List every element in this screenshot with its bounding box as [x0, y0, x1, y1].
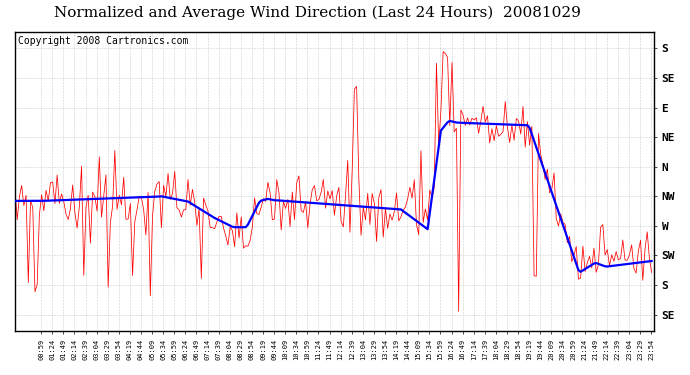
- Text: Copyright 2008 Cartronics.com: Copyright 2008 Cartronics.com: [18, 36, 188, 46]
- Text: Normalized and Average Wind Direction (Last 24 Hours)  20081029: Normalized and Average Wind Direction (L…: [54, 6, 581, 20]
